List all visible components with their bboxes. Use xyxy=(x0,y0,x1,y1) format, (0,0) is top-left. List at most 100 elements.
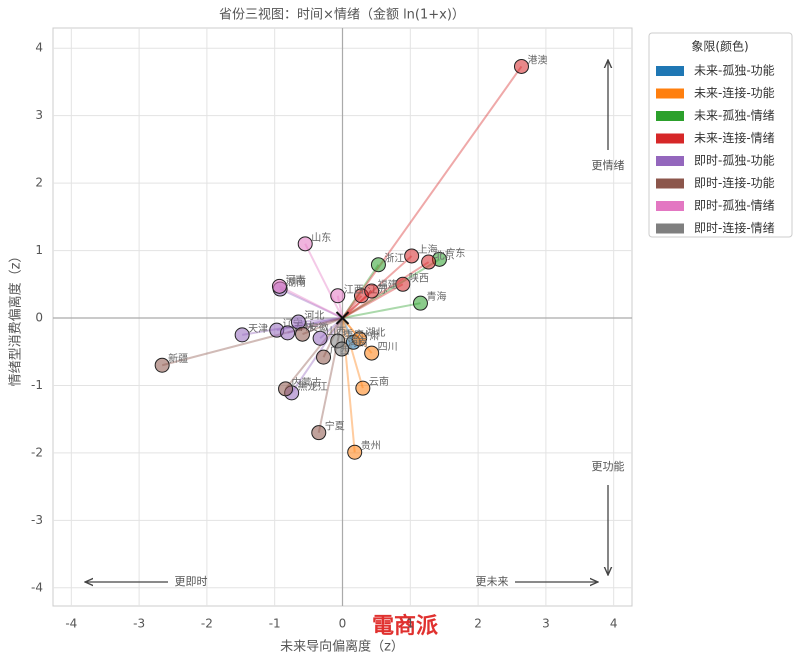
point-label: 宁夏 xyxy=(325,420,345,433)
connector xyxy=(342,283,404,319)
y-tick-label: 3 xyxy=(35,108,43,122)
point-label: 湖南 xyxy=(286,276,306,289)
legend-label: 即时-连接-功能 xyxy=(694,175,775,190)
point xyxy=(278,381,294,397)
point xyxy=(347,444,363,460)
point xyxy=(513,58,529,74)
x-tick-label: 0 xyxy=(339,617,347,631)
connector xyxy=(284,317,344,390)
point xyxy=(312,330,328,346)
x-tick-label: 2 xyxy=(474,617,482,631)
point-label: 重庆 xyxy=(344,328,364,341)
legend-swatch xyxy=(656,111,684,121)
y-tick-label: 2 xyxy=(35,176,43,190)
point-label: 福建 xyxy=(378,278,398,291)
y-axis-label: 情绪型消费偏离度（z） xyxy=(8,250,24,387)
annotation: 更即时 xyxy=(175,575,208,588)
connector xyxy=(241,317,343,336)
legend-swatch xyxy=(656,88,684,99)
connector xyxy=(342,302,421,319)
connector xyxy=(161,317,343,367)
legend-label: 即时-孤独-功能 xyxy=(694,154,775,168)
point-label: 山东 xyxy=(311,231,331,244)
x-tick-label: 3 xyxy=(542,617,550,631)
legend-label: 未来-孤独-情绪 xyxy=(694,109,775,123)
annotation: 更情绪 xyxy=(592,158,625,172)
annotation: 更未来 xyxy=(476,575,509,588)
legend-swatch xyxy=(656,156,684,166)
point-label: 江西 xyxy=(344,284,364,296)
point xyxy=(404,248,420,264)
point-label: 广东 xyxy=(445,246,465,259)
point-label: 青海 xyxy=(426,290,446,303)
legend-title: 象限(颜色) xyxy=(691,39,748,54)
x-tick-label: -2 xyxy=(201,617,213,631)
chart-title: 省份三视图：时间×情绪（金额 ln(1+x)） xyxy=(219,7,465,23)
legend-swatch xyxy=(656,66,684,76)
x-tick-label: 4 xyxy=(610,617,618,631)
legend-label: 未来-连接-功能 xyxy=(694,85,775,100)
connector xyxy=(341,65,523,319)
annotation: 更功能 xyxy=(592,459,625,473)
legend-swatch xyxy=(656,133,684,144)
point-label: 黑龙江 xyxy=(298,380,328,393)
point-label: 河北 xyxy=(304,310,324,322)
point-label: 安徽 xyxy=(308,321,328,334)
point xyxy=(330,288,346,304)
point xyxy=(294,326,310,342)
y-tick-label: -4 xyxy=(31,580,43,594)
point xyxy=(370,257,386,273)
point-label: 陕西 xyxy=(409,271,429,284)
point xyxy=(355,380,371,396)
legend-swatch xyxy=(656,178,684,189)
point xyxy=(351,331,367,347)
x-axis-label: 未来导向偏离度（z） xyxy=(280,639,404,655)
point xyxy=(364,283,380,299)
x-tick-label: -4 xyxy=(65,617,77,631)
point xyxy=(412,295,428,311)
y-tick-label: -1 xyxy=(31,378,43,392)
legend-swatch xyxy=(656,201,684,211)
x-tick-label: -1 xyxy=(269,617,281,631)
legend-label: 即时-孤独-情绪 xyxy=(694,199,775,213)
point-label: 海南 xyxy=(348,336,368,349)
x-tick-label: -3 xyxy=(133,617,145,631)
point-label: 天津 xyxy=(248,323,268,335)
point xyxy=(234,327,250,343)
legend-box xyxy=(648,32,793,238)
legend-swatch xyxy=(656,223,684,234)
point xyxy=(311,425,327,441)
point-label: 云南 xyxy=(369,375,389,388)
point xyxy=(271,278,287,294)
point xyxy=(421,254,437,270)
origin-marker xyxy=(335,311,350,325)
point-label: 浙江 xyxy=(384,253,404,265)
point xyxy=(395,276,411,292)
x-tick-label: 1 xyxy=(406,617,414,631)
point xyxy=(334,341,350,357)
connector xyxy=(341,261,430,319)
legend-label: 未来-孤独-功能 xyxy=(694,64,775,78)
connector xyxy=(341,258,440,319)
y-tick-label: 4 xyxy=(35,41,43,55)
point-label: 湖北 xyxy=(365,327,385,339)
watermark: 電商派 xyxy=(372,613,438,639)
connector xyxy=(279,288,343,319)
legend-label: 即时-连接-情绪 xyxy=(694,220,775,235)
y-tick-label: 0 xyxy=(35,311,43,325)
legend-label: 未来-连接-情绪 xyxy=(694,130,775,145)
point xyxy=(280,325,296,341)
point xyxy=(316,349,332,365)
point-label: 四川 xyxy=(378,342,398,353)
point-label: 河南 xyxy=(285,273,305,286)
point-label: 贵州 xyxy=(361,439,381,452)
connector xyxy=(278,285,343,319)
connector xyxy=(304,243,344,319)
y-tick-label: -2 xyxy=(31,445,43,459)
point xyxy=(154,357,170,373)
connector xyxy=(341,317,364,389)
point-label: 港澳 xyxy=(527,53,547,66)
y-tick-label: 1 xyxy=(35,243,43,257)
